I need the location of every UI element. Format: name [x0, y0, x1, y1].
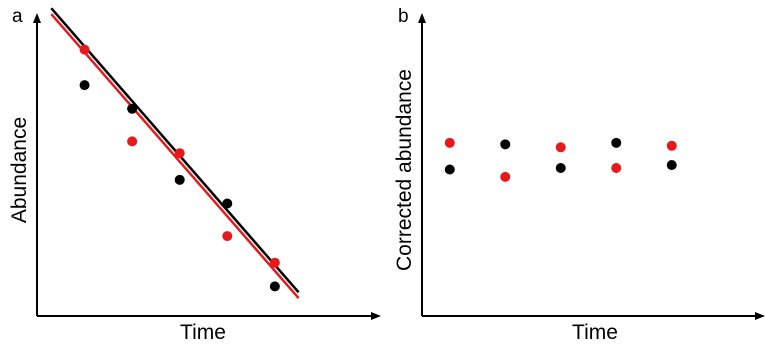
panel-b-series-2-point [555, 142, 566, 153]
panel-b-series-1-point [500, 139, 511, 150]
panel-b-series-1-point [666, 160, 677, 171]
panel-b-series-2-point [500, 171, 511, 182]
panel-a-x-axis-title: Time [180, 321, 226, 344]
panel-b-series-1-point [555, 163, 566, 173]
panel-b: b Time Corrected abundance [393, 6, 765, 344]
panel-a-series-2-point [127, 136, 138, 147]
panel-a: a Time Abundance [8, 6, 381, 344]
panel-a-series-2-point [269, 257, 280, 268]
panel-a-y-axis-title: Abundance [8, 117, 31, 223]
panel-a-series-1-point [174, 174, 185, 185]
panel-a-series-1-point [269, 281, 280, 292]
panel-a-series-2-point [174, 148, 185, 159]
panel-b-letter: b [398, 6, 409, 27]
panel-a-series-1-point [127, 103, 138, 114]
panel-b-series-1-point [611, 137, 622, 148]
panel-a-series-1-point [79, 80, 90, 91]
panel-a-fit-line-2 [50, 13, 300, 300]
panel-b-x-axis-title: Time [572, 321, 618, 344]
panel-b-plot-area [444, 137, 677, 182]
panel-b-series-2-point [611, 163, 622, 173]
panel-a-plot-area [50, 7, 300, 300]
panel-b-y-axis-title: Corrected abundance [393, 69, 416, 271]
panel-a-series-2-point [79, 44, 90, 55]
panel-a-series-1-point [222, 198, 233, 209]
panel-a-letter: a [12, 6, 23, 27]
panel-a-fit-line-1 [50, 7, 300, 294]
panel-b-series-2-point [444, 137, 455, 148]
panel-b-series-1-point [444, 164, 455, 175]
panel-a-series-2-point [222, 231, 233, 242]
panel-b-series-2-point [666, 140, 677, 151]
